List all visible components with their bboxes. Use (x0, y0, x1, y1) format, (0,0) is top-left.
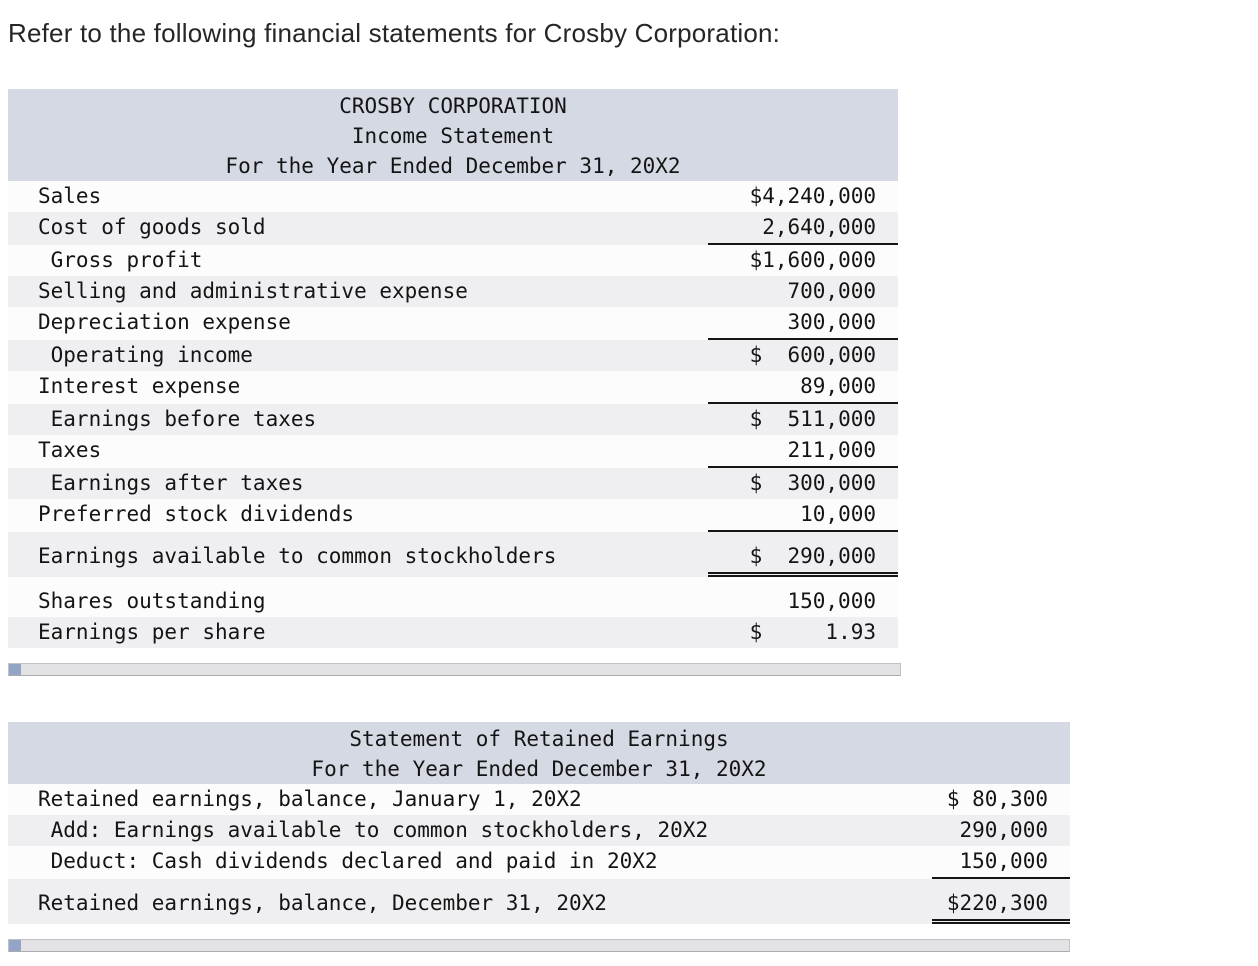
income-row: Sales $4,240,000 (8, 181, 898, 212)
income-row: Selling and administrative expense 700,00… (8, 276, 898, 307)
amount-cell: $ 511,000 (749, 407, 876, 431)
amount-cell: 150,000 (787, 589, 876, 613)
label-cell: Taxes (38, 438, 102, 462)
income-statement-rows: Sales $4,240,000 Cost of goods sold 2,640,… (8, 181, 898, 648)
retained-earnings-scrollbar[interactable] (8, 939, 1070, 952)
label-cell: Sales (38, 184, 102, 208)
label-cell: Earnings before taxes (38, 407, 317, 431)
income-row: Earnings per share $ 1.93 (8, 617, 898, 648)
amount-cell: $ 600,000 (749, 343, 876, 367)
label-cell: Operating income (38, 343, 253, 367)
label-cell: Earnings available to common stockholder… (38, 544, 557, 568)
retained-earnings-header: Statement of Retained Earnings For the Y… (8, 722, 1070, 784)
income-row: Earnings available to common stockholder… (8, 532, 898, 577)
label-cell: Selling and administrative expense (38, 279, 468, 303)
retained-row: Retained earnings, balance, January 1, 2… (8, 784, 1070, 815)
retained-row: Deduct: Cash dividends declared and paid… (8, 846, 1070, 879)
statement-title: Statement of Retained Earnings (349, 727, 729, 751)
scrollbar-thumb[interactable] (9, 664, 21, 675)
amount-cell: 89,000 (708, 371, 898, 404)
label-cell: Preferred stock dividends (38, 502, 355, 526)
label-cell: Depreciation expense (38, 310, 291, 334)
income-row: Operating income $ 600,000 (8, 340, 898, 371)
label-cell: Gross profit (38, 248, 203, 272)
statement-period: For the Year Ended December 31, 20X2 (225, 154, 681, 178)
company-name: CROSBY CORPORATION (339, 94, 567, 118)
amount-cell: 300,000 (708, 307, 898, 340)
income-row: Interest expense 89,000 (8, 371, 898, 404)
scrollbar-thumb[interactable] (9, 940, 21, 951)
amount-cell: 290,000 (959, 818, 1048, 842)
intro-text: Refer to the following financial stateme… (8, 18, 781, 48)
amount-cell: 2,640,000 (708, 212, 898, 245)
label-cell: Earnings per share (38, 620, 266, 644)
amount-cell: 10,000 (708, 499, 898, 532)
amount-cell: 211,000 (708, 435, 898, 468)
retained-row: Add: Earnings available to common stockh… (8, 815, 1070, 846)
label-cell: Cost of goods sold (38, 215, 266, 239)
income-row: Cost of goods sold 2,640,000 (8, 212, 898, 245)
amount-cell: $ 1.93 (749, 620, 876, 644)
retained-earnings-table: Statement of Retained Earnings For the Y… (8, 722, 1070, 924)
retained-earnings-rows: Retained earnings, balance, January 1, 2… (8, 784, 1070, 924)
label-cell: Add: Earnings available to common stockh… (38, 818, 709, 842)
amount-cell: 150,000 (932, 846, 1070, 879)
retained-row: Retained earnings, balance, December 31,… (8, 879, 1070, 924)
income-row: Preferred stock dividends 10,000 (8, 499, 898, 532)
income-row: Taxes 211,000 (8, 435, 898, 468)
label-cell: Retained earnings, balance, December 31,… (38, 891, 607, 915)
statement-period: For the Year Ended December 31, 20X2 (311, 757, 767, 781)
income-row: Gross profit $1,600,000 (8, 245, 898, 276)
amount-cell: 700,000 (787, 279, 876, 303)
income-row: Depreciation expense 300,000 (8, 307, 898, 340)
income-statement-scrollbar[interactable] (8, 663, 901, 676)
amount-cell: $1,600,000 (749, 248, 876, 272)
income-row: Shares outstanding 150,000 (8, 577, 898, 617)
label-cell: Earnings after taxes (38, 471, 304, 495)
amount-cell: $220,300 (932, 888, 1070, 924)
income-row: Earnings after taxes $ 300,000 (8, 468, 898, 499)
amount-cell: $ 300,000 (749, 471, 876, 495)
amount-cell: $4,240,000 (749, 184, 876, 208)
label-cell: Deduct: Cash dividends declared and paid… (38, 849, 658, 873)
income-row: Earnings before taxes $ 511,000 (8, 404, 898, 435)
statement-title: Income Statement (351, 124, 555, 148)
label-cell: Retained earnings, balance, January 1, 2… (38, 787, 582, 811)
amount-cell: $ 290,000 (708, 541, 898, 577)
label-cell: Interest expense (38, 374, 241, 398)
amount-cell: $ 80,300 (946, 787, 1048, 811)
income-statement-table: CROSBY CORPORATION Income Statement For … (8, 89, 898, 648)
label-cell: Shares outstanding (38, 589, 266, 613)
income-statement-header: CROSBY CORPORATION Income Statement For … (8, 89, 898, 181)
